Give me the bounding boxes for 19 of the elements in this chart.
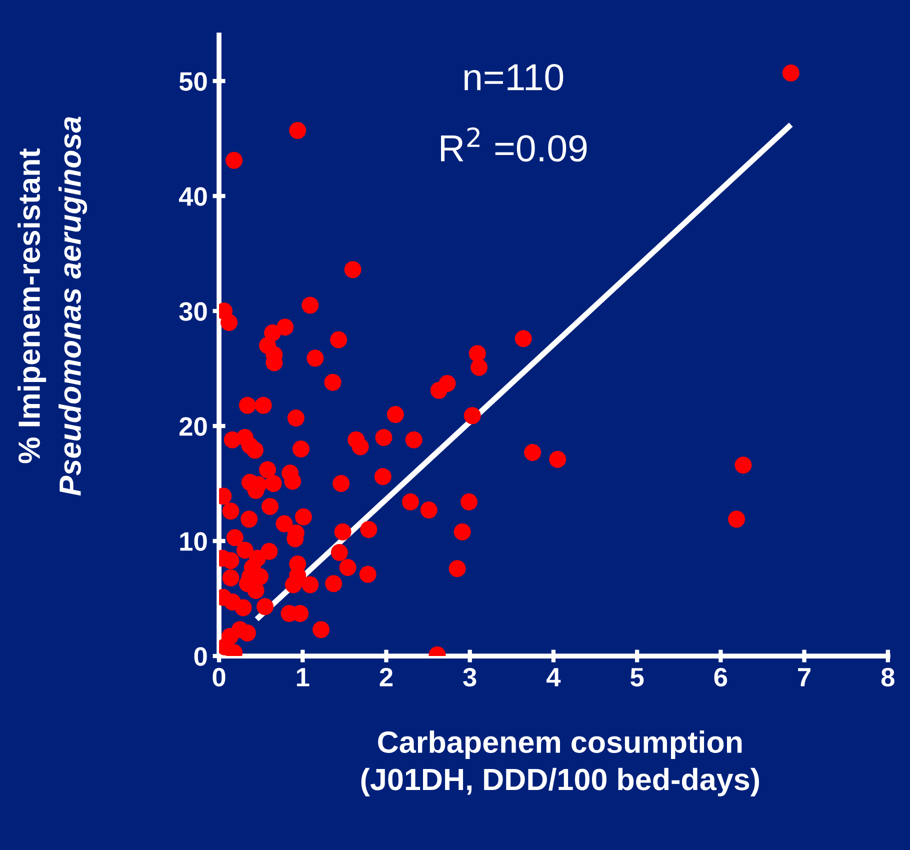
- x-axis-title: Carbapenem cosumption (J01DH, DDD/100 bed-days): [361, 730, 760, 796]
- y-tick-label: 50: [179, 72, 207, 91]
- y-tick-label: 40: [178, 187, 207, 206]
- y-axis-title: % Imipenem-resistant Pseudomonas aeruginosa: [18, 116, 88, 496]
- x-tick-label: 3: [463, 668, 476, 687]
- y-tick-label: 10: [180, 532, 207, 551]
- x-tick-label: 1: [296, 668, 310, 686]
- x-tick-label: 5: [630, 668, 644, 687]
- x-tick-label: 6: [714, 668, 728, 687]
- x-tick-label: 2: [380, 668, 393, 686]
- x-tick-label: 7: [798, 668, 810, 686]
- annotation: n=110: [464, 64, 564, 91]
- y-tick-label: 0: [194, 647, 207, 666]
- x-tick-label: 4: [546, 668, 561, 686]
- annotation: R$^{2}$ =0.09: [441, 127, 587, 162]
- x-tick-label: 8: [881, 668, 894, 687]
- y-tick-label: 20: [179, 417, 207, 436]
- x-tick-label: 0: [212, 668, 226, 687]
- y-tick-label: 30: [179, 302, 207, 321]
